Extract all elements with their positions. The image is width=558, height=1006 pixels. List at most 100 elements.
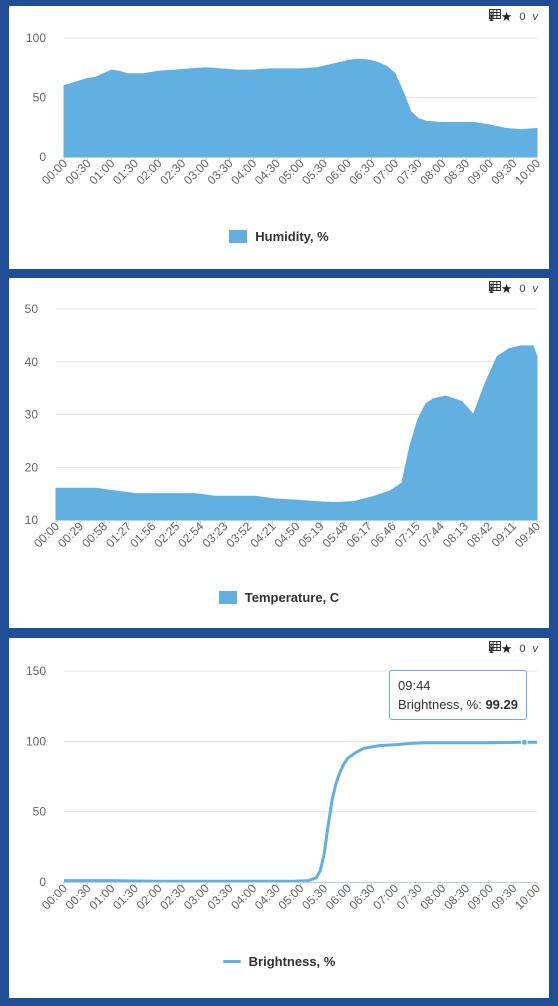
x-tick-label: 01:27 — [103, 519, 134, 550]
chart-toolbar: i ★ 0 v — [489, 9, 545, 25]
star-icon[interactable]: ★ — [500, 641, 513, 656]
y-tick-label: 100 — [26, 31, 46, 45]
y-tick-label: 20 — [25, 460, 39, 474]
x-tick-label: 02:54 — [175, 519, 206, 550]
humidity-chart: 05010000:0000:3001:0001:3002:0002:3003:0… — [26, 31, 543, 187]
x-tick-label: 04:30 — [252, 156, 283, 187]
x-tick-label: 04:50 — [271, 519, 302, 550]
x-tick-label: 03:52 — [223, 519, 254, 550]
x-tick-label: 04:00 — [228, 881, 259, 912]
chart-legend[interactable]: Brightness, % — [9, 954, 549, 969]
version-toggle[interactable]: v — [532, 283, 539, 295]
x-tick-label: 10:00 — [512, 881, 543, 912]
humidity-chart-panel: 0 50 100 00:00 00:30 01:00 01:30 02:00 02:30 03:0… — [9, 6, 549, 269]
x-tick-label: 04:30 — [252, 881, 283, 912]
x-tick-label: 07:15 — [392, 519, 423, 550]
x-tick-label: 06:46 — [368, 519, 399, 550]
info-icon[interactable]: i — [489, 10, 494, 24]
x-tick-label: 06:00 — [323, 156, 354, 187]
chart-legend[interactable]: Humidity, % — [9, 229, 549, 244]
x-tick-label: 03:30 — [205, 881, 236, 912]
x-tick-label: 08:30 — [441, 156, 472, 187]
star-count: 0 — [519, 283, 526, 295]
legend-label: Humidity, % — [255, 229, 329, 244]
area-series — [55, 345, 538, 521]
x-tick-label: 03:30 — [205, 156, 236, 187]
x-tick-label: 00:30 — [63, 881, 94, 912]
x-tick-label: 07:00 — [370, 881, 401, 912]
x-tick-label: 04:21 — [247, 519, 278, 550]
brightness-chart: 05010015000:0000:3001:0001:3002:0002:300… — [26, 664, 543, 912]
x-tick-label: 06:00 — [323, 881, 354, 912]
version-toggle[interactable]: v — [532, 11, 539, 23]
chart-toolbar: i ★ 0 v — [489, 641, 545, 657]
temperature-chart: 102030405000:0000:2900:5801:2701:5602:25… — [25, 302, 544, 550]
y-tick-label: 0 — [39, 875, 46, 889]
x-tick-label: 05:00 — [275, 881, 306, 912]
tooltip-value: 99.29 — [485, 697, 518, 712]
x-tick-label: 02:30 — [157, 881, 188, 912]
star-icon[interactable]: ★ — [500, 9, 513, 24]
tooltip-time: 09:44 — [398, 678, 431, 693]
tooltip-marker — [520, 738, 528, 746]
y-tick-label: 50 — [33, 805, 47, 819]
x-tick-label: 02:00 — [134, 881, 165, 912]
x-tick-label: 08:13 — [440, 519, 471, 550]
x-tick-label: 05:30 — [299, 156, 330, 187]
x-tick-label: 07:30 — [394, 881, 425, 912]
star-count: 0 — [519, 643, 526, 655]
chart-legend[interactable]: Temperature, C — [9, 590, 549, 605]
x-tick-label: 05:00 — [275, 156, 306, 187]
x-tick-label: 07:30 — [394, 156, 425, 187]
star-icon[interactable]: ★ — [500, 281, 513, 296]
y-tick-label: 0 — [39, 150, 46, 164]
x-tick-label: 01:00 — [86, 156, 117, 187]
x-tick-label: 08:30 — [441, 881, 472, 912]
y-tick-label: 10 — [25, 513, 39, 527]
legend-swatch — [229, 230, 248, 243]
info-icon[interactable]: i — [489, 642, 494, 656]
info-icon[interactable]: i — [489, 282, 494, 296]
y-tick-label: 150 — [26, 664, 46, 678]
tooltip-label: Brightness, % — [398, 697, 479, 712]
x-tick-label: 06:30 — [346, 156, 377, 187]
y-tick-label: 100 — [26, 734, 46, 748]
y-tick-label: 50 — [25, 302, 39, 316]
x-tick-label: 05:19 — [296, 519, 327, 550]
version-toggle[interactable]: v — [532, 643, 539, 655]
legend-swatch — [222, 960, 241, 963]
x-tick-label: 09:00 — [465, 156, 496, 187]
x-tick-label: 08:00 — [417, 156, 448, 187]
x-tick-label: 09:30 — [488, 881, 519, 912]
x-tick-label: 07:44 — [416, 519, 447, 550]
x-tick-label: 01:30 — [110, 881, 141, 912]
star-count: 0 — [519, 11, 526, 23]
x-tick-label: 08:42 — [464, 519, 495, 550]
x-tick-label: 03:23 — [199, 519, 230, 550]
x-tick-label: 04:00 — [228, 156, 259, 187]
chart-toolbar: i ★ 0 v — [489, 281, 545, 297]
x-tick-label: 03:00 — [181, 881, 212, 912]
data-tooltip: 09:44 Brightness, %: 99.29 — [389, 670, 527, 720]
x-tick-label: 01:30 — [110, 156, 141, 187]
x-tick-label: 05:30 — [299, 881, 330, 912]
y-tick-label: 40 — [25, 355, 39, 369]
x-tick-label: 00:29 — [55, 519, 86, 550]
x-tick-label: 02:00 — [134, 156, 165, 187]
x-tick-label: 02:30 — [157, 156, 188, 187]
temperature-chart-panel: 10 20 30 40 50 00:00 00:29 00:58 01:27 01:56 02:25… — [9, 278, 549, 628]
x-tick-label: 01:56 — [127, 519, 158, 550]
x-tick-label: 07:00 — [370, 156, 401, 187]
x-tick-label: 10:00 — [512, 156, 543, 187]
legend-label: Temperature, C — [244, 590, 340, 605]
y-tick-label: 50 — [33, 91, 47, 105]
line-series — [64, 740, 537, 883]
x-tick-label: 01:00 — [86, 881, 117, 912]
brightness-chart-panel: 0 50 100 150 00:00 00:30 01:00 01:30 02:00 02:30 0… — [9, 638, 549, 998]
legend-swatch — [218, 591, 237, 604]
x-tick-label: 09:11 — [489, 519, 520, 550]
x-tick-label: 09:00 — [465, 881, 496, 912]
x-tick-label: 05:48 — [320, 519, 351, 550]
x-tick-label: 09:30 — [488, 156, 519, 187]
x-tick-label: 06:30 — [346, 881, 377, 912]
